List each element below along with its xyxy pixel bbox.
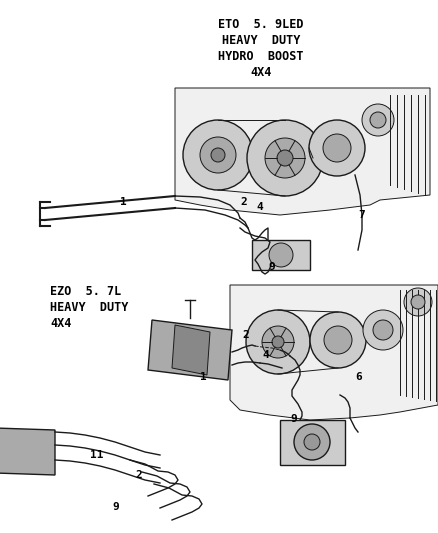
Circle shape <box>262 326 294 358</box>
Circle shape <box>362 104 394 136</box>
Circle shape <box>272 336 284 348</box>
Polygon shape <box>230 285 438 420</box>
Circle shape <box>247 120 323 196</box>
Circle shape <box>323 134 351 162</box>
Circle shape <box>373 320 393 340</box>
Text: 4: 4 <box>256 202 263 212</box>
Circle shape <box>324 326 352 354</box>
Circle shape <box>211 148 225 162</box>
Text: 4X4: 4X4 <box>50 317 71 330</box>
Circle shape <box>294 424 330 460</box>
Text: 9: 9 <box>112 502 119 512</box>
Circle shape <box>310 312 366 368</box>
Circle shape <box>183 120 253 190</box>
Text: 9: 9 <box>268 262 275 272</box>
Text: 9: 9 <box>290 414 297 424</box>
Text: ETO  5. 9LED: ETO 5. 9LED <box>218 18 304 31</box>
Text: 4: 4 <box>262 350 269 360</box>
Circle shape <box>363 310 403 350</box>
Circle shape <box>277 150 293 166</box>
Text: HYDRO  BOOST: HYDRO BOOST <box>218 50 304 63</box>
Text: 2: 2 <box>242 330 249 340</box>
Polygon shape <box>148 320 232 380</box>
Text: HEAVY  DUTY: HEAVY DUTY <box>222 34 300 47</box>
Text: 2: 2 <box>240 197 247 207</box>
Circle shape <box>200 137 236 173</box>
Text: 6: 6 <box>355 372 362 382</box>
Polygon shape <box>0 428 55 475</box>
Polygon shape <box>175 88 430 215</box>
Circle shape <box>370 112 386 128</box>
Text: EZO  5. 7L: EZO 5. 7L <box>50 285 121 298</box>
Text: 1: 1 <box>120 197 127 207</box>
Text: 2: 2 <box>135 470 142 480</box>
Polygon shape <box>252 240 310 270</box>
Circle shape <box>404 288 432 316</box>
Text: 4X4: 4X4 <box>250 66 272 79</box>
Polygon shape <box>280 420 345 465</box>
Circle shape <box>304 434 320 450</box>
Text: 7: 7 <box>358 210 365 220</box>
Text: 1: 1 <box>200 372 207 382</box>
Circle shape <box>265 138 305 178</box>
Text: 11: 11 <box>90 450 103 460</box>
Text: HEAVY  DUTY: HEAVY DUTY <box>50 301 128 314</box>
Circle shape <box>309 120 365 176</box>
Polygon shape <box>172 325 210 375</box>
Circle shape <box>269 243 293 267</box>
Circle shape <box>411 295 425 309</box>
Circle shape <box>246 310 310 374</box>
